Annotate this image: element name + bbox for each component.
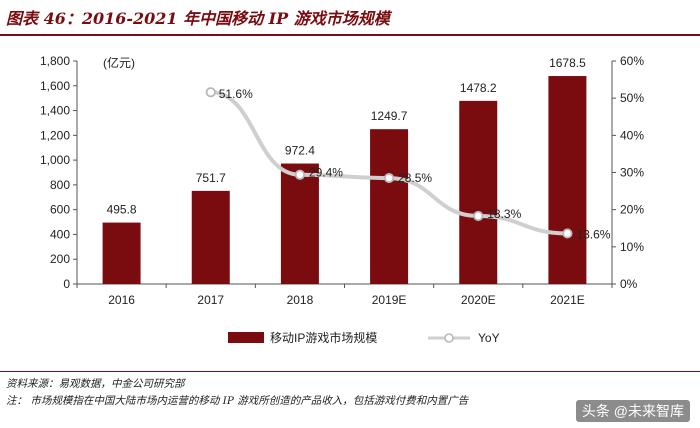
- bar-value-label: 1678.5: [549, 56, 586, 70]
- x-tick-label: 2018: [287, 293, 314, 307]
- right-y-tick-label: 50%: [620, 91, 644, 105]
- bar: [459, 100, 498, 284]
- x-tick-label: 2016: [108, 293, 135, 307]
- chart-canvas: 0 200 400 600 800 1,000 1,200 1,400 1,600 1,800 0%…: [40, 54, 644, 345]
- yoy-marker: [473, 210, 484, 222]
- yoy-value-label: 28.5%: [398, 171, 432, 185]
- x-tick-label: 2020E: [461, 293, 496, 307]
- bar-value-label: 972.4: [285, 144, 315, 158]
- left-y-tick-label: 1,800: [40, 54, 70, 68]
- source-note: 资料来源：易观数据，中金公司研究部: [6, 378, 185, 390]
- left-y-unit-label: (亿元): [103, 55, 135, 70]
- yoy-value-label: 18.3%: [487, 207, 521, 221]
- left-y-tick-label: 200: [50, 252, 70, 266]
- definition-note: 注： 市场规模指在中国大陆市场内运营的移动 IP 游戏所创造的产品收入，包括游戏…: [6, 395, 469, 407]
- yoy-value-label: 13.6%: [576, 227, 610, 241]
- watermark: 头条 @未来智库: [575, 400, 690, 422]
- right-y-tick-label: 10%: [620, 240, 644, 254]
- yoy-value-label: 29.4%: [309, 166, 343, 180]
- x-tick-label: 2019E: [372, 293, 407, 307]
- left-y-tick-label: 800: [50, 178, 70, 192]
- legend-bar-swatch: [228, 332, 264, 343]
- left-y-tick-label: 1,200: [40, 128, 70, 142]
- bar-value-label: 1249.7: [371, 109, 408, 123]
- yoy-marker: [562, 228, 573, 239]
- yoy-marker: [205, 87, 216, 98]
- x-tick-label: 2017: [197, 293, 224, 307]
- footer-divider: [0, 371, 700, 372]
- title-divider: [0, 34, 700, 36]
- left-y-tick-label: 1,600: [40, 79, 70, 93]
- right-y-tick-label: 40%: [620, 128, 644, 142]
- right-y-tick-label: 0%: [620, 277, 638, 291]
- right-y-tick-label: 20%: [620, 203, 644, 217]
- left-y-tick-label: 600: [50, 203, 70, 217]
- bar-value-label: 751.7: [196, 171, 226, 185]
- legend-line-marker: [444, 333, 454, 343]
- bar-value-label: 1478.2: [460, 81, 497, 95]
- bar: [280, 163, 319, 284]
- right-y-tick-label: 30%: [620, 166, 644, 180]
- left-y-tick-label: 0: [63, 277, 70, 291]
- left-y-tick-label: 1,400: [40, 104, 70, 118]
- yoy-marker: [383, 172, 395, 184]
- bar: [102, 222, 141, 284]
- left-y-tick-label: 400: [50, 227, 70, 241]
- x-tick-label: 2021E: [550, 293, 585, 307]
- yoy-value-label: 51.6%: [219, 87, 253, 101]
- yoy-marker: [294, 169, 306, 180]
- legend-line-label: YoY: [478, 331, 500, 345]
- bar: [191, 190, 230, 284]
- right-y-tick-label: 60%: [620, 54, 644, 68]
- bar-value-label: 495.8: [107, 203, 137, 217]
- footnotes: 资料来源：易观数据，中金公司研究部 注： 市场规模指在中国大陆市场内运营的移动 …: [6, 376, 696, 410]
- bar: [370, 129, 409, 284]
- left-y-tick-label: 1,000: [40, 153, 70, 167]
- chart-title: 图表 46：2016-2021 年中国移动 IP 游戏市场规模: [6, 9, 390, 28]
- legend-bar-label: 移动IP游戏市场规模: [270, 330, 377, 345]
- bar: [548, 76, 587, 284]
